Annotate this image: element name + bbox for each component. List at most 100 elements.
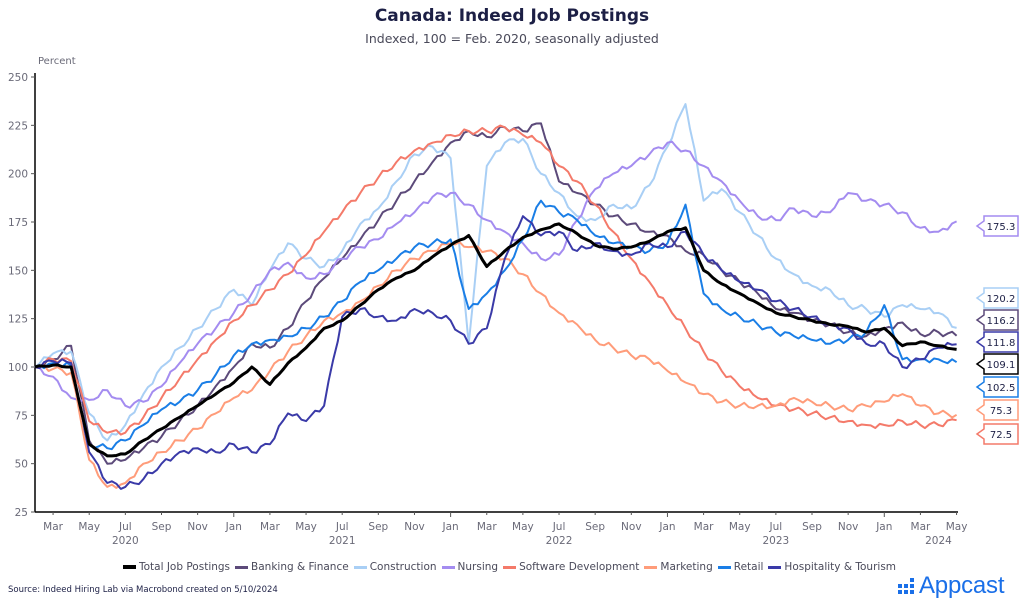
end-label: 109.1 [975, 353, 1019, 375]
y-tick-label: 175 [8, 217, 28, 229]
legend-label: Construction [369, 561, 437, 573]
legend-swatch [768, 565, 782, 569]
end-label: 120.2 [975, 287, 1019, 309]
x-tick-label: Sep [585, 521, 605, 533]
legend-item: Hospitality & Tourism [768, 561, 896, 573]
end-label-box [975, 287, 1019, 309]
legend-label: Nursing [457, 561, 499, 573]
series-line-retail [34, 199, 958, 451]
end-label-value: 102.5 [987, 383, 1016, 394]
end-label-box [975, 423, 1019, 445]
end-label-value: 111.8 [987, 338, 1016, 349]
series-line-marketing [34, 241, 958, 489]
end-label: 102.5 [975, 376, 1019, 398]
legend-label: Banking & Finance [251, 561, 349, 573]
legend-label: Hospitality & Tourism [784, 561, 897, 573]
end-label-box [975, 309, 1019, 331]
x-tick-label: Mar [694, 521, 714, 533]
x-tick-label: May [78, 521, 100, 533]
series-lines [34, 103, 958, 490]
x-axis: Mar May Jul Sep Nov Jan Mar May Jul Sep Nov Jan Mar M… [35, 511, 968, 547]
logo-text: Appcast [919, 572, 1005, 599]
legend-swatch [717, 565, 731, 569]
x-year-label: 2023 [763, 535, 790, 547]
end-label: 116.2 [975, 309, 1019, 331]
legend-swatch [122, 565, 136, 569]
legend-swatch [644, 565, 658, 569]
x-tick-label: May [295, 521, 317, 533]
end-label-value: 72.5 [990, 430, 1012, 441]
legend-item: Nursing [441, 561, 499, 573]
end-label: 175.3 [975, 215, 1019, 237]
y-axis-label: Percent [38, 56, 76, 67]
y-tick-label: 200 [8, 169, 28, 181]
x-year-label: 2021 [329, 535, 356, 547]
legend-label: Marketing [660, 561, 713, 573]
y-tick-label: 75 [15, 410, 28, 422]
x-tick-label: Mar [43, 521, 63, 533]
y-axis: 25 50 75 100 125 150 175 200 225 250 [8, 72, 36, 519]
y-tick-label: 150 [8, 265, 28, 277]
y-tick-label: 225 [8, 120, 28, 132]
appcast-logo: Appcast [898, 572, 1005, 600]
end-label-value: 116.2 [987, 316, 1016, 327]
x-tick-label: Sep [152, 521, 172, 533]
y-tick-label: 250 [8, 72, 28, 84]
end-label-value: 120.2 [987, 294, 1016, 305]
source-note: Source: Indeed Hiring Lab via Macrobond … [8, 585, 278, 595]
x-tick-label: Jan [875, 521, 892, 533]
legend-label: Total Job Postings [138, 561, 231, 573]
end-label-box [975, 331, 1019, 353]
x-tick-label: Jul [118, 521, 132, 533]
legend-label: Software Development [519, 561, 640, 573]
series-line-hospitality-tourism [34, 215, 957, 490]
legend: Total Job Postings Banking & Finance Const… [0, 561, 1024, 573]
end-label-box [975, 399, 1019, 421]
end-label-box [975, 376, 1019, 398]
x-year-label: 2022 [546, 535, 573, 547]
end-label-value: 75.3 [990, 406, 1012, 417]
end-label-box [975, 353, 1019, 375]
end-label-value: 109.1 [987, 360, 1016, 371]
y-tick-label: 125 [8, 314, 28, 326]
x-tick-label: Jan [658, 521, 675, 533]
series-line-nursing [34, 140, 958, 409]
x-tick-label: Jan [225, 521, 242, 533]
end-labels: 109.1 116.2 120.2 175.3 72.5 75.3 102.5 111.8 [975, 215, 1019, 445]
series-line-construction [34, 103, 957, 442]
x-tick-label: Sep [802, 521, 822, 533]
x-tick-label: May [512, 521, 534, 533]
x-year-label: 2024 [925, 535, 952, 547]
x-tick-label: Nov [838, 521, 859, 533]
x-tick-label: Nov [621, 521, 642, 533]
legend-label: Retail [733, 561, 764, 573]
end-label: 72.5 [975, 423, 1019, 445]
legend-item: Marketing [644, 561, 713, 573]
end-label-value: 175.3 [987, 222, 1016, 233]
x-tick-label: May [729, 521, 751, 533]
series-line-software-development [34, 124, 957, 436]
series-line-total-job-postings [34, 222, 957, 458]
chart-subtitle: Indexed, 100 = Feb. 2020, seasonally adj… [365, 31, 659, 46]
line-chart: 25 50 75 100 125 150 175 200 225 250 Mar May Jul Sep… [8, 56, 1019, 547]
x-tick-label: Sep [368, 521, 388, 533]
x-tick-label: Nov [187, 521, 208, 533]
x-tick-label: Jul [335, 521, 349, 533]
x-tick-label: Nov [404, 521, 425, 533]
x-tick-label: Jul [769, 521, 783, 533]
x-year-label: 2020 [112, 535, 139, 547]
end-label-box [975, 215, 1019, 237]
x-tick-label: Mar [911, 521, 931, 533]
x-tick-label: Jul [552, 521, 566, 533]
legend-item: Total Job Postings [122, 561, 231, 573]
end-label: 75.3 [975, 399, 1019, 421]
x-tick-label: Jan [442, 521, 459, 533]
end-label: 111.8 [975, 331, 1019, 353]
legend-swatch [503, 565, 517, 569]
legend-item: Banking & Finance [235, 561, 349, 573]
legend-item: Construction [353, 561, 437, 573]
x-tick-label: Mar [477, 521, 497, 533]
y-tick-label: 50 [15, 459, 28, 471]
x-tick-label: May [946, 521, 968, 533]
y-tick-label: 25 [15, 507, 28, 519]
